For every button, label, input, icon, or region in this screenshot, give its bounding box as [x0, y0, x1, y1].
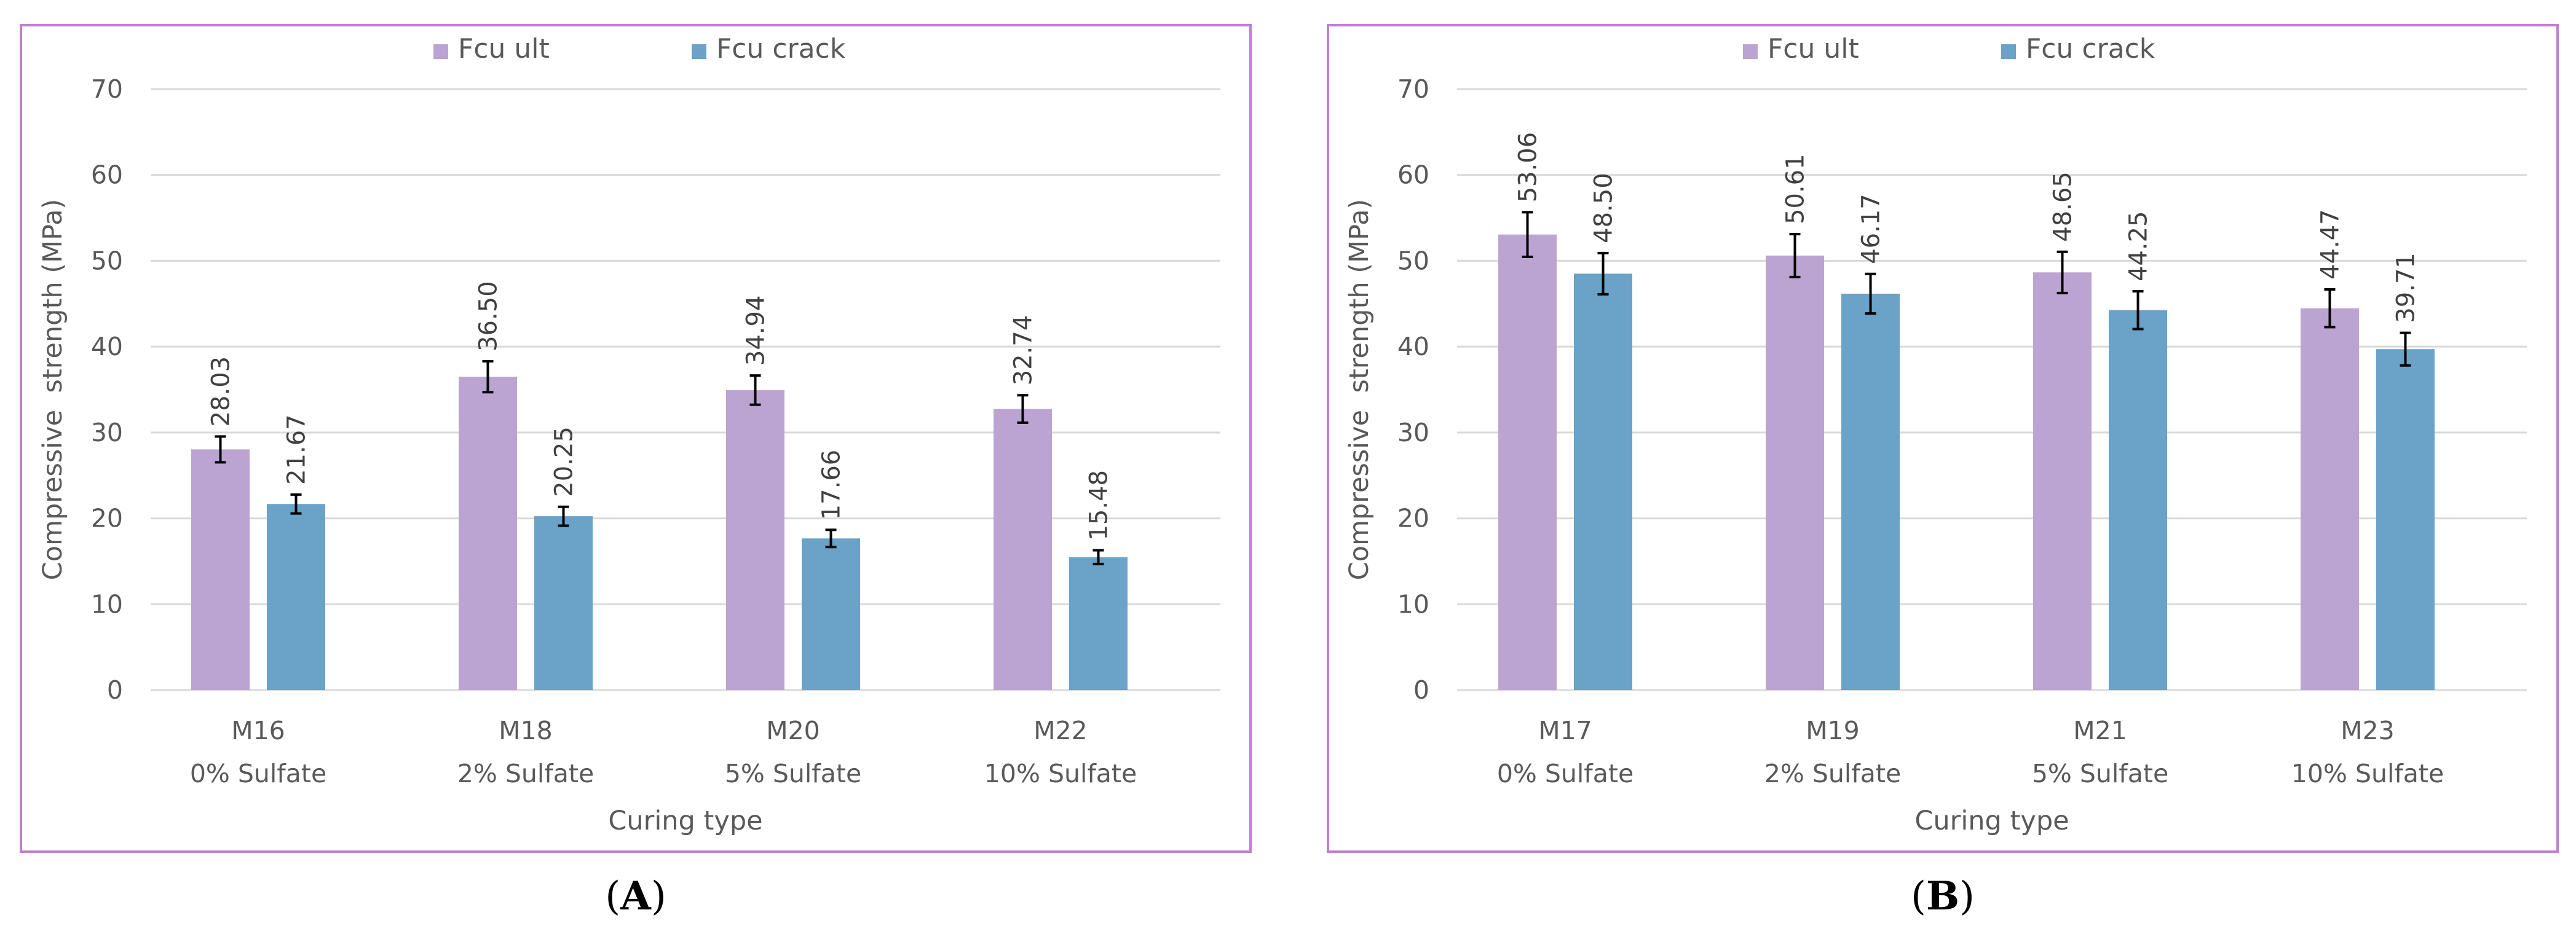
data-label: 34.94: [742, 296, 770, 366]
data-label: 53.06: [1514, 132, 1543, 203]
y-axis-title: Compressive strength (MPa): [1344, 199, 1375, 580]
y-tick-label: 10: [91, 589, 123, 619]
y-tick-label: 0: [107, 675, 123, 705]
legend-swatch: [2001, 44, 2016, 59]
data-label: 17.66: [818, 450, 846, 520]
data-label: 46.17: [1857, 194, 1886, 264]
data-label: 28.03: [207, 356, 235, 427]
bar: [534, 516, 593, 690]
data-label: 21.67: [283, 414, 311, 485]
x-tick-label: M17: [1538, 716, 1592, 745]
legend-entry: Fcu ult: [1768, 33, 1859, 65]
bar: [1498, 234, 1557, 690]
y-tick-label: 0: [1413, 675, 1429, 705]
data-label: 20.25: [550, 426, 579, 497]
bar: [1069, 557, 1128, 690]
panel-caption-letter: A: [620, 873, 652, 919]
bar: [1766, 255, 1824, 690]
bar: [267, 504, 325, 690]
y-tick-label: 30: [91, 418, 123, 447]
data-label: 39.71: [2392, 253, 2420, 323]
x-tick-label: M21: [2073, 716, 2127, 745]
y-tick-label: 60: [1397, 160, 1429, 190]
y-tick-label: 10: [1397, 589, 1429, 619]
legend-entry: Fcu ult: [458, 33, 550, 65]
x-axis-title: Curing type: [1914, 806, 2069, 836]
bar: [191, 449, 250, 690]
data-label: 44.25: [2125, 211, 2153, 282]
x-tick-label: 5% Sulfate: [725, 759, 861, 788]
bar: [2033, 272, 2092, 690]
data-label: 50.61: [1782, 154, 1810, 224]
x-axis-title: Curing type: [608, 806, 762, 836]
y-tick-label: 20: [1397, 504, 1429, 533]
chart-panel-a: 0 10 20 30 40 50 60 70 Compressive strength (MPa…: [20, 24, 1252, 919]
x-tick-label: M23: [2341, 716, 2395, 745]
y-tick-label: 30: [1397, 418, 1429, 447]
y-tick-label: 50: [91, 246, 123, 275]
x-tick-label: M22: [1033, 716, 1088, 745]
panel-caption-letter: B: [1926, 873, 1959, 919]
data-label: 36.50: [475, 281, 503, 351]
y-tick-label: 70: [1397, 74, 1429, 104]
bar: [1574, 273, 1632, 690]
y-tick-label: 60: [91, 160, 123, 190]
x-tick-label: 2% Sulfate: [457, 759, 594, 788]
y-tick-label: 50: [1397, 246, 1429, 275]
legend-entry: Fcu crack: [716, 33, 846, 65]
bar: [994, 409, 1052, 690]
legend-entry: Fcu crack: [2026, 33, 2155, 65]
x-tick-label: M18: [499, 716, 553, 745]
x-tick-label: 2% Sulfate: [1764, 759, 1901, 788]
bar: [726, 390, 784, 690]
x-tick-label: 5% Sulfate: [2032, 759, 2168, 788]
y-tick-label: 40: [1397, 332, 1429, 361]
x-tick-label: 10% Sulfate: [984, 759, 1137, 788]
bar: [2376, 349, 2435, 690]
y-tick-label: 70: [91, 74, 123, 104]
bar: [2109, 310, 2167, 690]
x-tick-label: 0% Sulfate: [190, 759, 326, 788]
y-tick-label: 20: [91, 504, 123, 533]
x-tick-label: 0% Sulfate: [1497, 759, 1634, 788]
data-label: 48.50: [1590, 173, 1618, 243]
bar: [802, 538, 860, 690]
x-tick-label: M16: [231, 716, 285, 745]
x-tick-label: 10% Sulfate: [2291, 759, 2444, 788]
legend-swatch: [1743, 44, 1758, 59]
legend-swatch: [692, 44, 706, 59]
x-tick-label: M19: [1806, 716, 1860, 745]
bar: [459, 377, 517, 690]
legend-swatch: [433, 44, 448, 59]
panel-caption: (A): [605, 873, 666, 919]
x-tick-label: M20: [766, 716, 820, 745]
y-axis-title: Compressive strength (MPa): [38, 199, 68, 580]
y-tick-label: 40: [91, 332, 123, 361]
panel-caption: (B): [1911, 873, 1975, 919]
data-label: 32.74: [1009, 315, 1038, 386]
data-label: 48.65: [2049, 171, 2077, 242]
bar: [2301, 308, 2359, 691]
data-label: 15.48: [1085, 470, 1113, 541]
data-label: 44.47: [2317, 209, 2345, 280]
chart-panel-b: 0 10 20 30 40 50 60 70 Compressive strength (MPa…: [1327, 24, 2559, 919]
bar: [1841, 293, 1900, 690]
